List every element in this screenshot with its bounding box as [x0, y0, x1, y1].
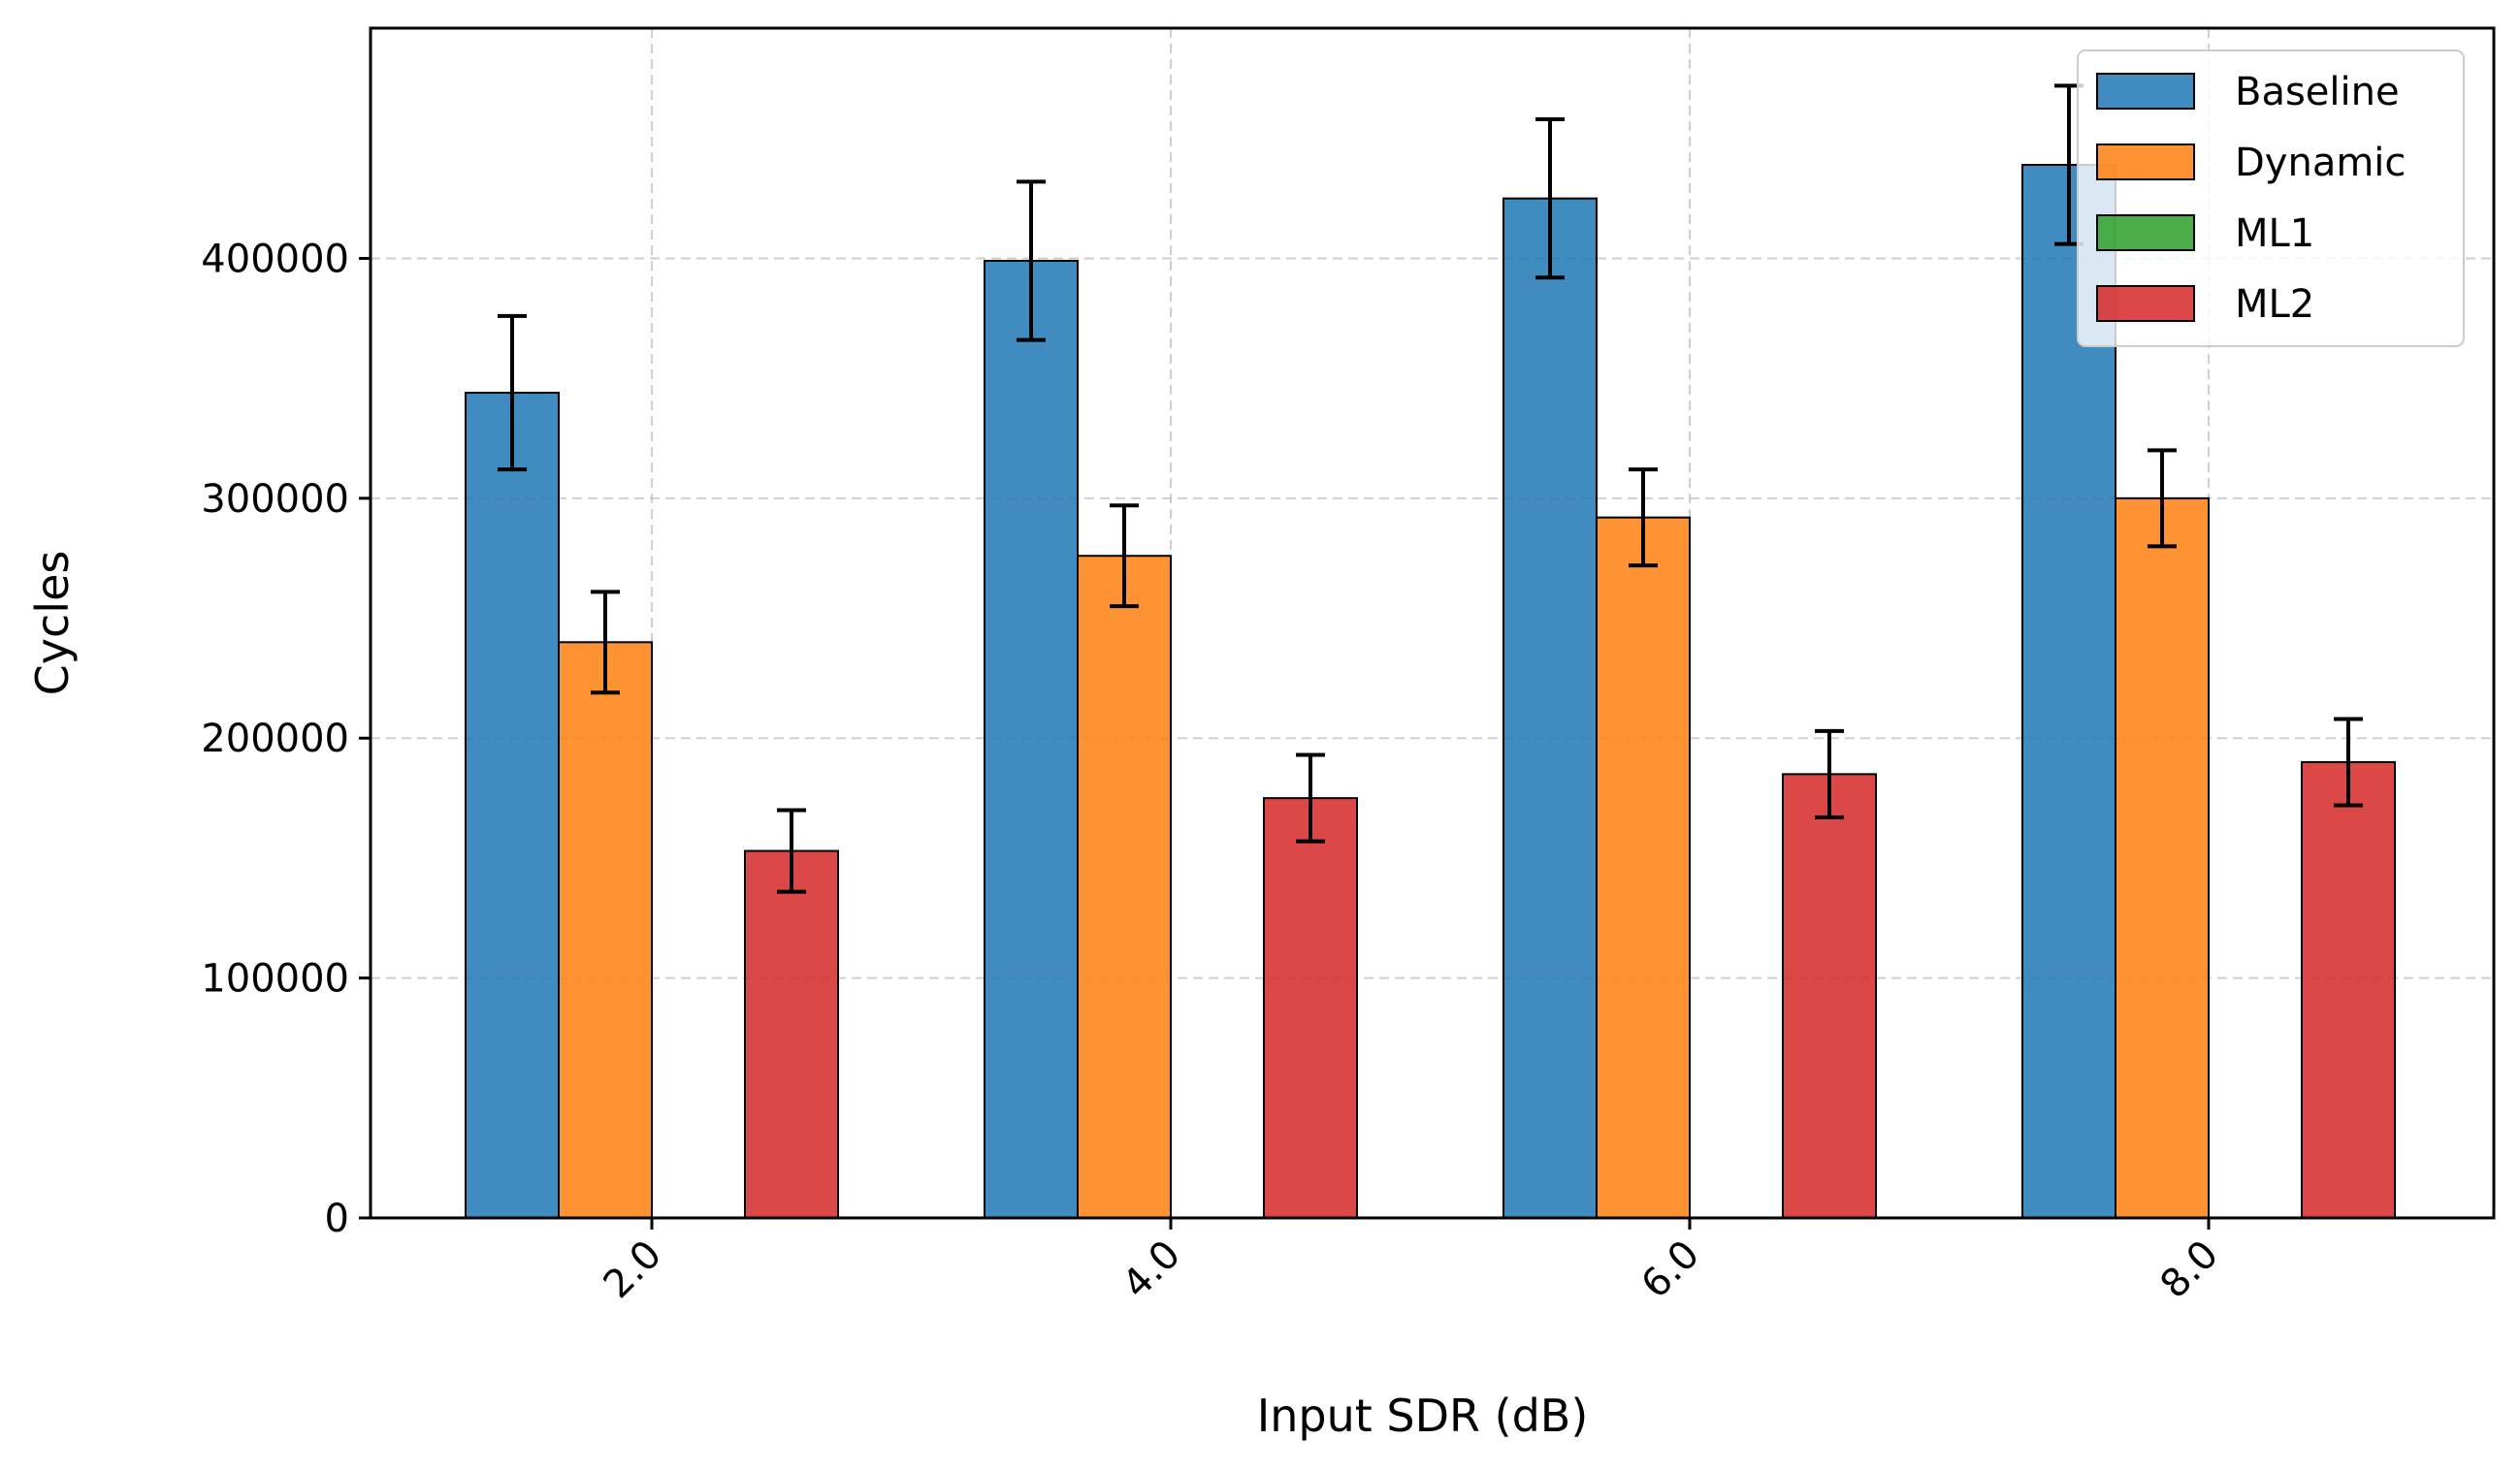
- legend-label-baseline: Baseline: [2235, 70, 2400, 114]
- legend-label-ml1: ML1: [2235, 211, 2314, 256]
- bar-ml2: [1782, 773, 1877, 1220]
- y-tick-label: 300000: [201, 477, 349, 522]
- legend-swatch-ml1: [2096, 214, 2195, 251]
- error-bars: [498, 83, 2363, 894]
- x-axis-label: Input SDR (dB): [1257, 1390, 1589, 1442]
- y-tick-label: 400000: [201, 237, 349, 281]
- x-axis-ticks: 2.0 4.0 6.0 8.0: [596, 1218, 2228, 1308]
- bars: [465, 164, 2396, 1220]
- y-tick-label: 200000: [201, 717, 349, 761]
- legend-box: [2077, 49, 2465, 347]
- legend-swatch-ml2: [2096, 285, 2195, 322]
- legend-swatch-dynamic: [2096, 144, 2195, 180]
- bar-ml2: [1263, 797, 1358, 1219]
- y-tick-label: 0: [325, 1197, 349, 1241]
- plot-frame: [369, 26, 2496, 1220]
- legend-swatch-baseline: [2096, 73, 2195, 110]
- y-axis-label: Cycles: [26, 551, 79, 696]
- bar-dynamic: [558, 641, 653, 1219]
- x-tick-label: 4.0: [1115, 1232, 1190, 1308]
- bar-baseline: [984, 259, 1079, 1220]
- bar-dynamic: [1077, 555, 1172, 1219]
- x-tick-label: 6.0: [1633, 1232, 1709, 1308]
- y-tick-label: 100000: [201, 957, 349, 1002]
- legend-label-dynamic: Dynamic: [2235, 141, 2406, 185]
- bar-dynamic: [1596, 516, 1691, 1219]
- x-tick-label: 2.0: [596, 1232, 671, 1308]
- legend-label-ml2: ML2: [2235, 282, 2314, 327]
- y-axis-ticks: 0 100000 200000 300000 400000: [201, 237, 371, 1241]
- bar-ml2: [744, 849, 839, 1219]
- bar-ml2: [2301, 760, 2396, 1220]
- bar-dynamic: [2115, 496, 2210, 1219]
- bar-baseline: [465, 392, 560, 1220]
- bar-baseline: [1502, 197, 1598, 1219]
- x-tick-label: 8.0: [2152, 1232, 2228, 1308]
- legend: Baseline Dynamic ML1 ML2: [2077, 49, 2465, 347]
